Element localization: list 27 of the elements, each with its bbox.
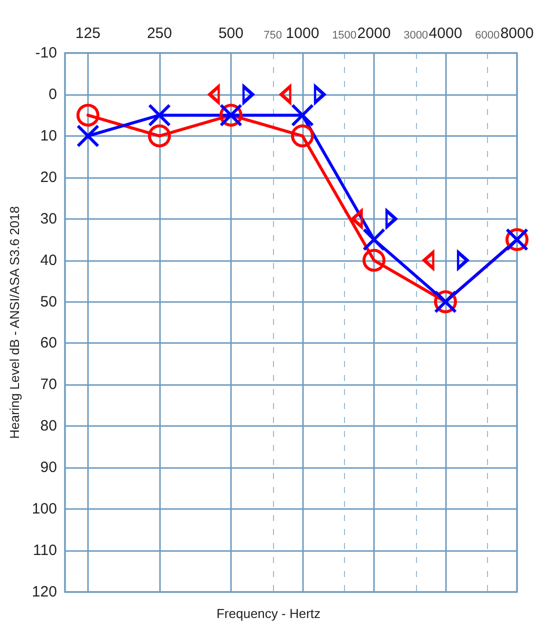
y-tick-label: 30	[40, 210, 57, 228]
y-tick-label: 100	[32, 500, 57, 518]
y-axis-title: Hearing Level dB - ANSI/ASA S3.6 2018	[7, 206, 22, 439]
x-tick-label: 125	[75, 25, 100, 42]
y-tick-label: 20	[40, 168, 57, 186]
x-tick-label: 500	[218, 25, 244, 42]
y-tick-label: 60	[40, 334, 57, 352]
y-tick-label: 80	[40, 418, 57, 435]
y-tick-label: 120	[32, 584, 57, 600]
y-tick-label: 110	[33, 542, 57, 560]
x-tick-label: 750	[264, 30, 282, 42]
x-tick-label: 2000	[357, 25, 391, 42]
y-tick-label: 10	[40, 127, 57, 144]
x-tick-label: 3000	[404, 30, 428, 42]
x-tick-label: 1000	[286, 25, 320, 42]
y-tick-label: 70	[40, 376, 57, 394]
y-tick-label: 40	[40, 252, 57, 269]
x-tick-label: 6000	[475, 30, 500, 42]
x-axis-title: Frequency - Hertz	[216, 606, 321, 621]
y-tick-label: -10	[35, 44, 57, 62]
y-tick-label: 90	[40, 459, 57, 476]
x-tick-label: 250	[146, 25, 172, 42]
y-tick-label: 50	[40, 293, 57, 310]
y-tick-label: 0	[48, 86, 57, 103]
x-tick-label: 8000	[500, 25, 534, 42]
x-tick-label: 1500	[332, 30, 357, 42]
x-tick-label: 4000	[428, 25, 462, 42]
